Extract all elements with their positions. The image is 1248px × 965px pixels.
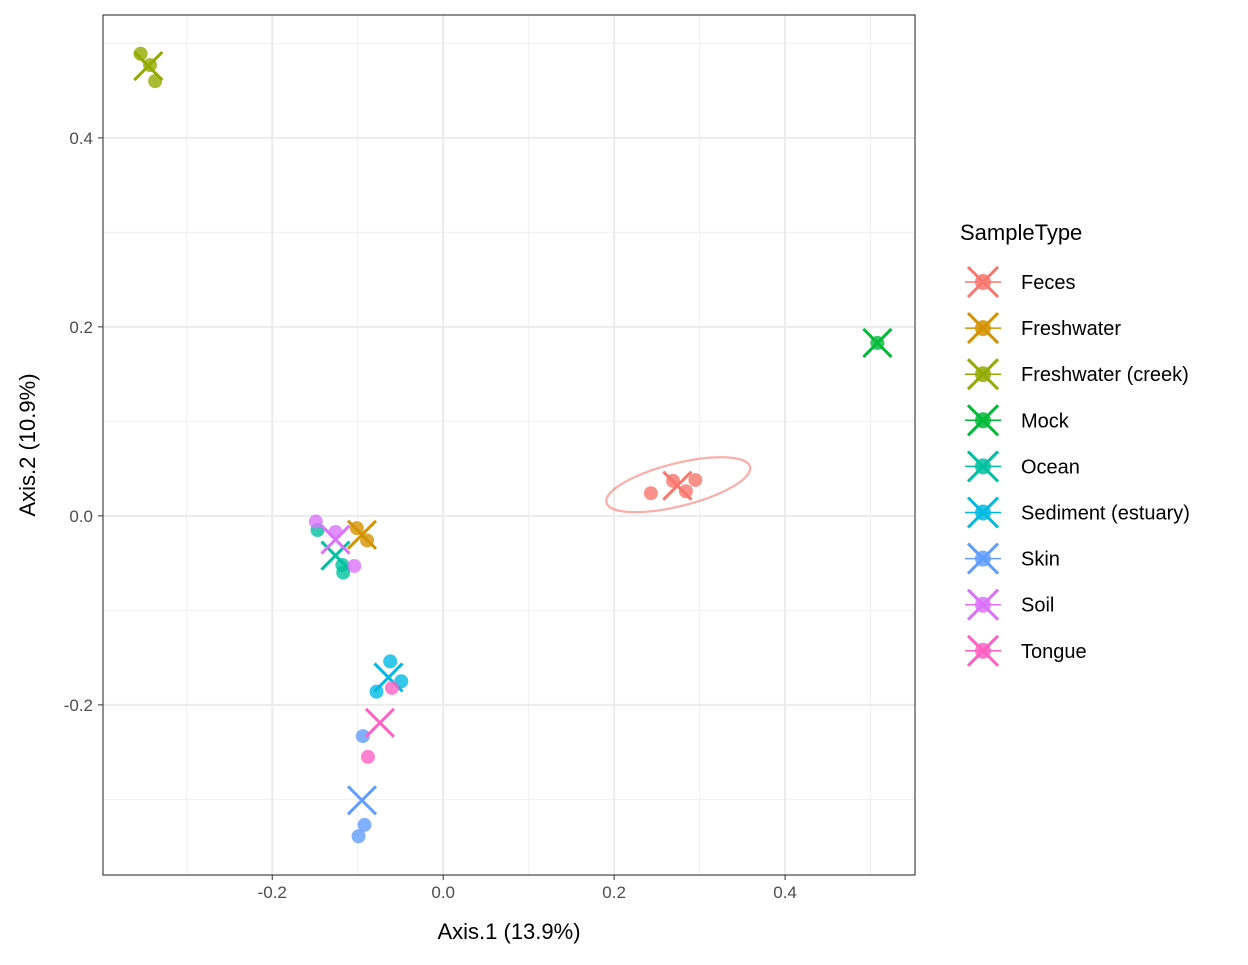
centroid-freshwater — [346, 519, 378, 550]
y-axis-ticks: -0.2 0.0 0.2 0.4 — [64, 129, 103, 715]
data-points — [133, 46, 893, 844]
centroid-stroke — [966, 358, 1000, 391]
centroid-stroke — [346, 785, 378, 816]
centroid-stroke — [966, 588, 1000, 621]
x-tick-label: -0.2 — [258, 883, 287, 902]
y-axis-title: Axis.2 (10.9%) — [15, 373, 40, 516]
legend-key-cross-icon — [966, 312, 1000, 345]
point-soil — [347, 558, 362, 573]
point-feces — [688, 472, 703, 487]
centroid-skin — [346, 785, 378, 816]
x-tick-label: 0.2 — [602, 883, 626, 902]
legend-label: Mock — [1021, 410, 1070, 432]
x-tick-label: 0.4 — [773, 883, 797, 902]
centroid-soil — [320, 524, 351, 555]
centroid-stroke — [373, 662, 404, 693]
legend-key-cross-icon — [966, 588, 1000, 621]
legend-title: SampleType — [960, 220, 1082, 245]
point-freshwater-creek — [133, 46, 148, 61]
centroid-stroke — [966, 312, 1000, 345]
legend-key-cross-icon — [966, 542, 1000, 575]
centroid-stroke — [662, 470, 693, 501]
legend-item-sediment-estuary: Sediment (estuary) — [965, 496, 1190, 529]
legend-item-skin: Skin — [965, 542, 1060, 575]
panel-border — [102, 14, 916, 876]
centroid-stroke — [966, 496, 1000, 529]
centroid-stroke — [966, 634, 1000, 667]
centroid-stroke — [966, 265, 1000, 299]
y-tick-label: -0.2 — [64, 696, 93, 715]
confidence-ellipses — [605, 456, 752, 514]
legend-key-cross-icon — [966, 265, 1000, 299]
centroid-ocean — [320, 540, 351, 571]
centroid-freshwater-creek — [133, 50, 164, 82]
legend-key-cross-icon — [966, 404, 1000, 437]
point-sediment-estuary — [369, 684, 384, 699]
x-axis-title: Axis.1 (13.9%) — [437, 919, 580, 944]
legend-label: Soil — [1021, 595, 1054, 617]
legend: SampleType Feces Freshwater Freshwater (cr… — [960, 220, 1190, 667]
centroid-stroke — [346, 519, 378, 550]
y-tick-label: 0.4 — [69, 129, 93, 148]
centroid-tongue — [364, 707, 395, 738]
point-soil — [308, 514, 323, 529]
legend-item-freshwater-creek: Freshwater (creek) — [965, 358, 1189, 391]
panel-background — [103, 15, 915, 875]
centroid-stroke — [966, 404, 1000, 437]
legend-item-tongue: Tongue — [965, 634, 1087, 667]
legend-label: Tongue — [1021, 641, 1087, 663]
y-tick-label: 0.2 — [69, 318, 93, 337]
legend-item-freshwater: Freshwater — [965, 312, 1121, 345]
legend-key-cross-icon — [966, 358, 1000, 391]
point-skin — [351, 829, 366, 844]
point-tongue — [360, 749, 375, 764]
x-axis-ticks: -0.2 0.0 0.2 0.4 — [258, 875, 797, 902]
centroid-stroke — [320, 540, 351, 571]
legend-key-cross-icon — [966, 634, 1000, 667]
y-tick-label: 0.0 — [69, 507, 93, 526]
point-tongue — [384, 680, 399, 695]
point-skin — [357, 817, 372, 832]
legend-key-cross-icon — [966, 450, 1000, 483]
legend-label: Skin — [1021, 549, 1060, 571]
x-tick-label: 0.0 — [431, 883, 455, 902]
point-skin — [355, 729, 370, 744]
centroid-mock — [862, 327, 893, 358]
centroid-stroke — [364, 707, 395, 738]
point-feces — [643, 486, 658, 501]
point-feces — [678, 484, 693, 499]
legend-label: Ocean — [1021, 456, 1080, 478]
legend-item-soil: Soil — [965, 588, 1054, 621]
centroid-stroke — [966, 542, 1000, 575]
grid-lines — [103, 15, 915, 875]
legend-label: Feces — [1021, 272, 1075, 294]
centroid-stroke — [133, 50, 164, 82]
centroid-stroke — [320, 524, 351, 555]
ellipse-feces — [605, 456, 752, 514]
point-ocean — [336, 565, 351, 580]
point-sediment-estuary — [383, 654, 398, 669]
legend-item-feces: Feces — [965, 265, 1075, 299]
legend-label: Sediment (estuary) — [1021, 503, 1190, 525]
legend-label: Freshwater (creek) — [1021, 364, 1189, 386]
centroid-stroke — [966, 450, 1000, 483]
legend-label: Freshwater — [1021, 318, 1121, 340]
legend-item-mock: Mock — [965, 404, 1070, 437]
centroid-stroke — [862, 327, 893, 358]
legend-item-ocean: Ocean — [965, 450, 1080, 483]
point-soil — [328, 524, 343, 539]
legend-key-cross-icon — [966, 496, 1000, 529]
centroid-feces — [662, 470, 693, 501]
